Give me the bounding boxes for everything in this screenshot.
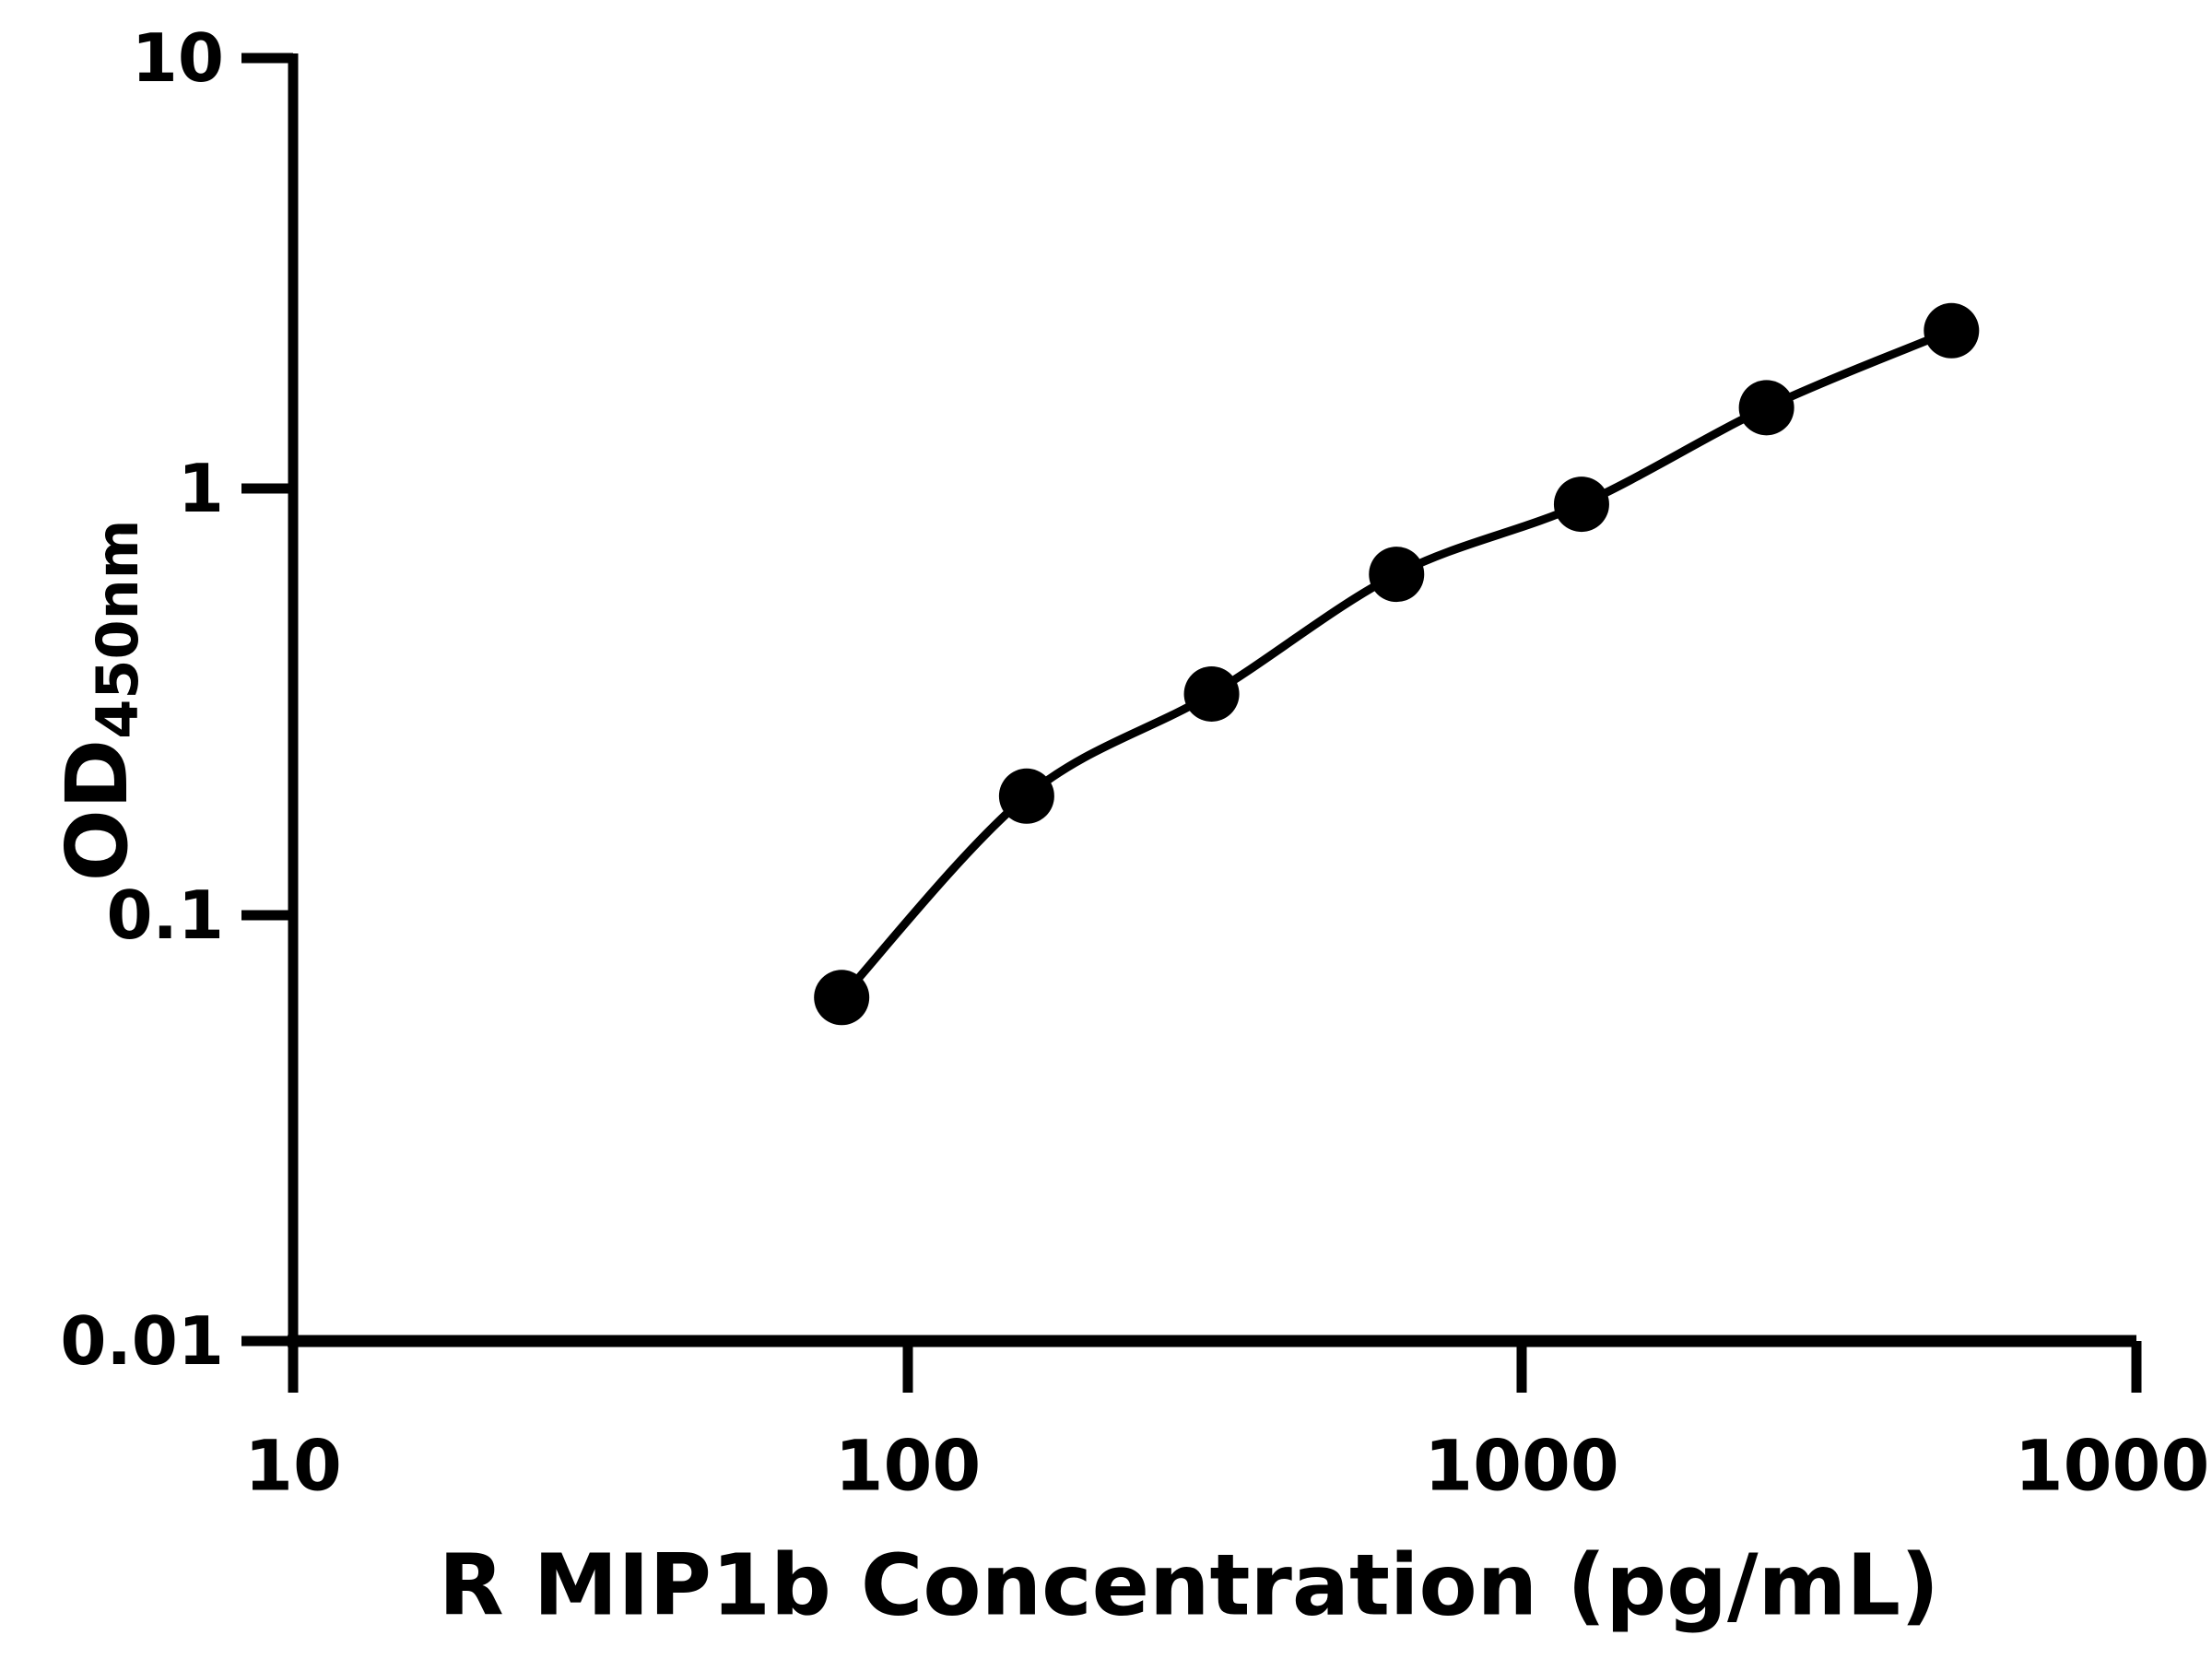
data-point-marker bbox=[814, 970, 870, 1026]
data-point-marker bbox=[998, 768, 1054, 824]
y-axis-title-main: OD bbox=[48, 739, 147, 882]
data-point-marker bbox=[1183, 665, 1240, 722]
x-tick-label-10: 10 bbox=[244, 1425, 342, 1507]
y-tick-label-0-1: 0.1 bbox=[106, 877, 224, 954]
data-point-marker bbox=[1924, 302, 1980, 359]
data-point-marker bbox=[1369, 547, 1425, 603]
x-tick-label-100: 100 bbox=[835, 1425, 982, 1507]
y-axis-title: OD450nm bbox=[48, 520, 151, 882]
data-point-marker bbox=[1553, 477, 1609, 533]
data-point-marker bbox=[1738, 380, 1794, 436]
y-tick-label-0-01: 0.01 bbox=[60, 1302, 224, 1380]
data-point-group bbox=[814, 302, 1980, 1026]
x-tick-label-10000: 10000 bbox=[2015, 1425, 2212, 1507]
y-axis-title-sub: 450nm bbox=[84, 520, 151, 739]
x-tick-label-1000: 1000 bbox=[1424, 1425, 1619, 1507]
y-tick-label-10: 10 bbox=[132, 19, 224, 97]
svg-text:OD450nm: OD450nm bbox=[48, 520, 151, 882]
y-tick-label-1: 1 bbox=[178, 450, 224, 527]
x-axis-title: R MIP1b Concentration (pg/mL) bbox=[439, 1536, 1939, 1635]
